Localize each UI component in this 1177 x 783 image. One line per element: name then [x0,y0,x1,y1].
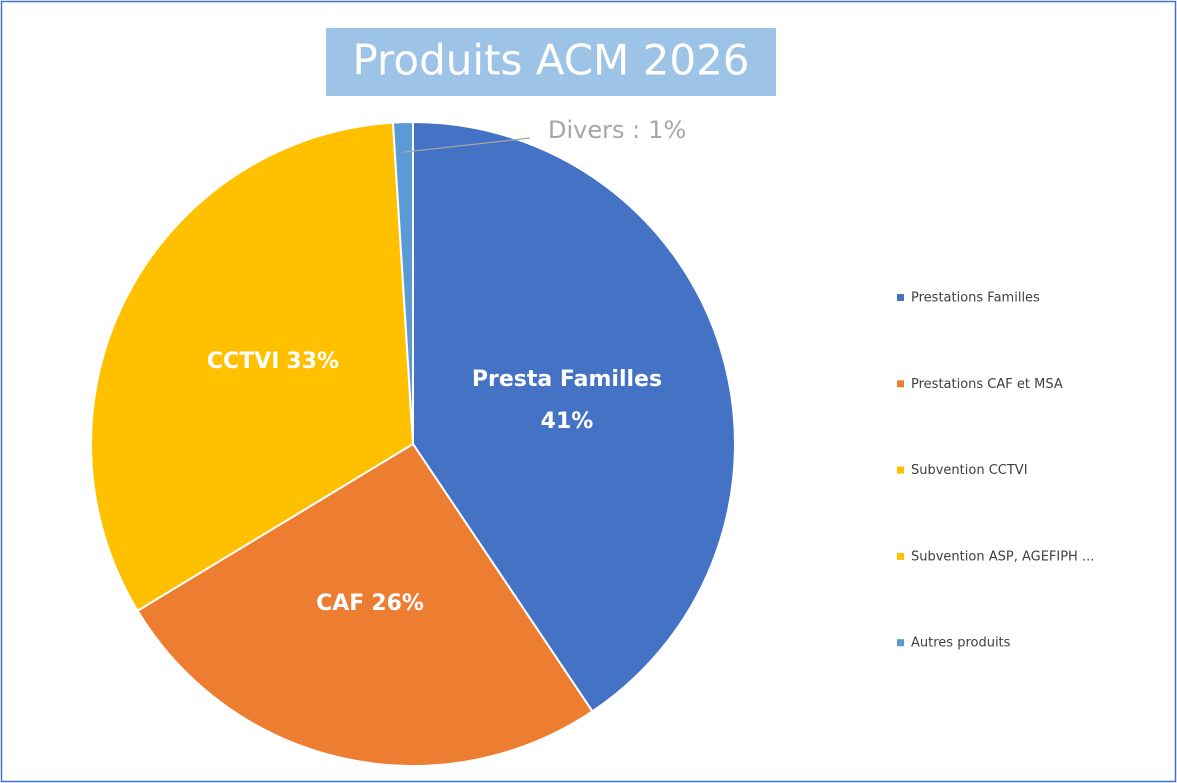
data-label-value: 26% [371,591,424,616]
legend-label: Subvention ASP, AGEFIPH ... [911,549,1094,564]
data-label: CAF 26% [316,591,424,616]
data-label: Divers : 1% [548,116,686,144]
pie-slice [391,120,414,445]
chart-title: Produits ACM 2026 [352,36,749,85]
legend-label: Autres produits [911,636,1011,651]
legend-label: Subvention CCTVI [911,463,1028,478]
title-background [326,28,776,96]
leader-line [403,137,531,153]
data-label-value: 41% [541,409,594,434]
data-label-name: CCTVI [207,349,280,374]
legend-label: Prestations Familles [911,291,1040,306]
data-label-value: 1% [648,116,686,144]
legend-swatch [897,294,904,301]
data-label-name: Divers : [548,116,640,144]
pie-slice [412,120,736,713]
legend-swatch [897,639,904,647]
data-label-value: 33% [286,349,339,374]
legend-swatch [897,466,904,474]
pie-slice [136,442,594,767]
data-label-name: Presta Familles [472,367,662,392]
legend-swatch [897,552,904,560]
data-label-name: CAF [316,591,364,616]
pie-slice [90,121,415,613]
legend-swatch [897,380,904,388]
legend-label: Prestations CAF et MSA [911,377,1063,392]
data-label: CCTVI 33% [207,349,339,374]
